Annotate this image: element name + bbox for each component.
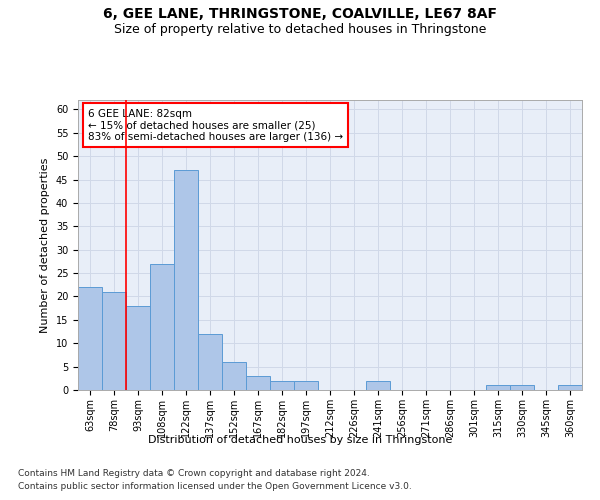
Bar <box>150 264 174 390</box>
Bar <box>270 380 294 390</box>
Text: 6 GEE LANE: 82sqm
← 15% of detached houses are smaller (25)
83% of semi-detached: 6 GEE LANE: 82sqm ← 15% of detached hous… <box>88 108 343 142</box>
Bar <box>510 386 534 390</box>
Bar <box>294 380 318 390</box>
Bar <box>78 287 102 390</box>
Text: 6, GEE LANE, THRINGSTONE, COALVILLE, LE67 8AF: 6, GEE LANE, THRINGSTONE, COALVILLE, LE6… <box>103 8 497 22</box>
Text: Distribution of detached houses by size in Thringstone: Distribution of detached houses by size … <box>148 435 452 445</box>
Y-axis label: Number of detached properties: Number of detached properties <box>40 158 50 332</box>
Bar <box>174 170 198 390</box>
Bar <box>198 334 222 390</box>
Bar <box>222 362 246 390</box>
Bar <box>366 380 390 390</box>
Bar <box>126 306 150 390</box>
Bar <box>246 376 270 390</box>
Text: Contains public sector information licensed under the Open Government Licence v3: Contains public sector information licen… <box>18 482 412 491</box>
Text: Size of property relative to detached houses in Thringstone: Size of property relative to detached ho… <box>114 22 486 36</box>
Bar <box>102 292 126 390</box>
Text: Contains HM Land Registry data © Crown copyright and database right 2024.: Contains HM Land Registry data © Crown c… <box>18 468 370 477</box>
Bar <box>558 386 582 390</box>
Bar <box>486 386 510 390</box>
